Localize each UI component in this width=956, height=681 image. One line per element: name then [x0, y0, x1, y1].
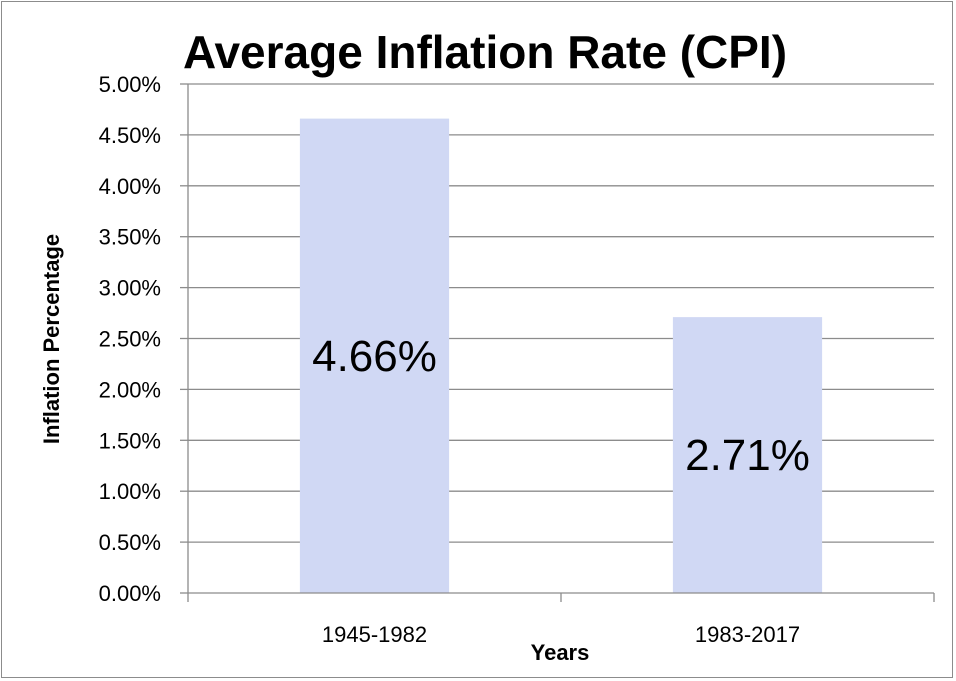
y-tick-label: 0.00%: [99, 581, 161, 606]
bar: [672, 317, 823, 593]
y-tick-label: 4.50%: [99, 123, 161, 148]
y-tick-label: 2.00%: [99, 377, 161, 402]
axes: [180, 83, 935, 602]
y-tick-label: 3.50%: [99, 225, 161, 250]
y-tick-label: 1.50%: [99, 428, 161, 453]
chart-title: Average Inflation Rate (CPI): [183, 26, 787, 78]
y-tick-labels: 0.00% 0.50% 1.00% 1.50% 2.00% 2.50% 3.00% 3.50%…: [99, 72, 161, 606]
y-tick-label: 4.00%: [99, 174, 161, 199]
y-tick-label: 0.50%: [99, 530, 161, 555]
x-axis-title: Years: [531, 640, 590, 665]
data-label: 4.66%: [312, 332, 437, 381]
x-tick-label: 1983-2017: [695, 622, 800, 647]
bars: [299, 118, 823, 593]
y-axis-title: Inflation Percentage: [39, 234, 64, 444]
x-tick-label: 1945-1982: [322, 622, 427, 647]
bar: [299, 118, 450, 593]
y-tick-label: 3.00%: [99, 276, 161, 301]
data-labels: 4.66% 2.71%: [312, 332, 810, 480]
y-tick-label: 5.00%: [99, 72, 161, 97]
x-tick-labels: 1945-1982 1983-2017: [322, 622, 800, 647]
data-label: 2.71%: [685, 431, 810, 480]
y-tick-label: 1.00%: [99, 479, 161, 504]
y-tick-label: 2.50%: [99, 327, 161, 352]
